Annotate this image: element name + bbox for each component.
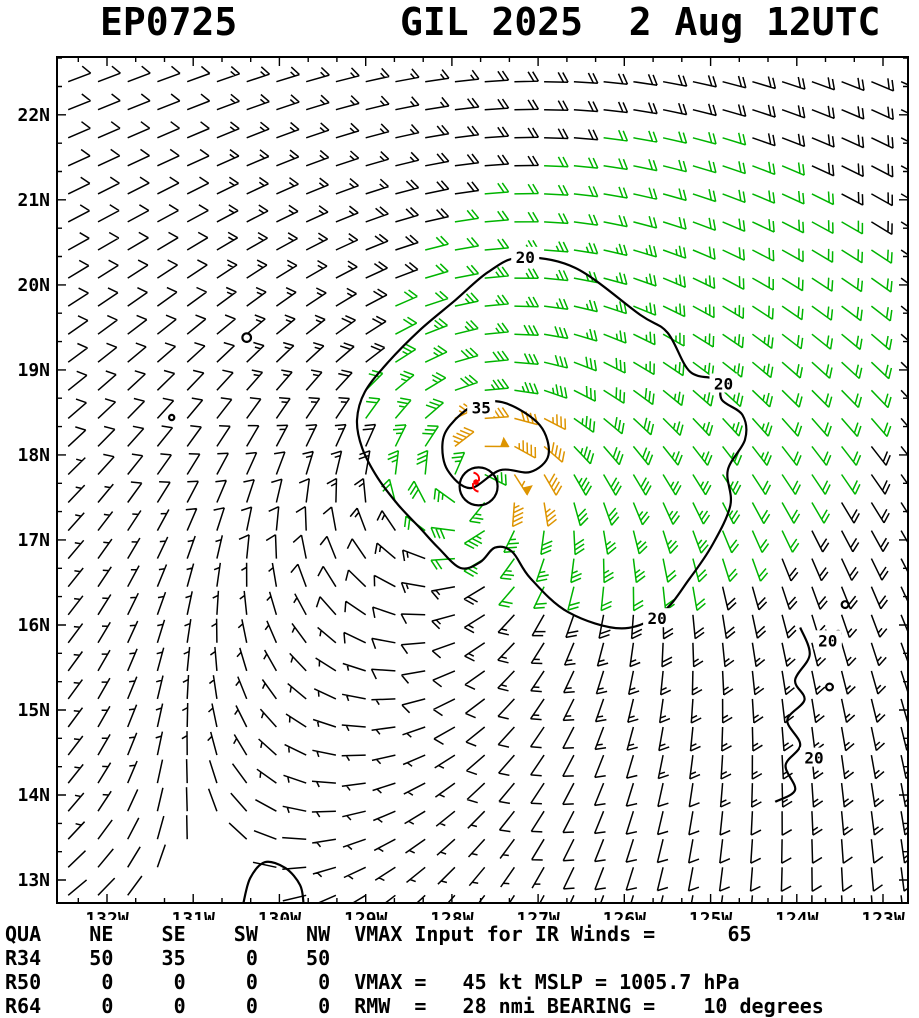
svg-text:13N: 13N [17,870,50,891]
svg-text:20: 20 [516,248,535,267]
storm-id-title: EP0725 [100,0,238,44]
wind-barb-map: 20 20 20 35 20 20 132W 131W 130W 129W 128W 127W 126W… [17,56,909,920]
title-row: EP0725 GIL 2025 2 Aug 12UTC [0,0,919,44]
svg-text:132W: 132W [85,909,129,920]
svg-text:18N: 18N [17,445,50,466]
svg-text:20: 20 [804,749,823,768]
svg-text:126W: 126W [603,909,647,920]
svg-text:15N: 15N [17,700,50,721]
stats-footer: QUA NE SE SW NW VMAX Input for IR Winds … [5,922,915,1018]
svg-text:20: 20 [647,609,666,628]
svg-text:19N: 19N [17,360,50,381]
svg-text:21N: 21N [17,190,50,211]
svg-text:17N: 17N [17,530,50,551]
svg-text:20N: 20N [17,275,50,296]
svg-text:22N: 22N [17,105,50,126]
stats-line-r64: R64 0 0 0 0 RMW = 28 nmi BEARING = 10 de… [5,994,824,1018]
svg-text:129W: 129W [344,909,388,920]
svg-text:16N: 16N [17,615,50,636]
svg-text:123W: 123W [861,909,905,920]
analysis-title: GIL 2025 2 Aug 12UTC [400,0,881,44]
svg-text:125W: 125W [689,909,733,920]
svg-text:35: 35 [472,398,491,417]
stats-line-r50: R50 0 0 0 0 VMAX = 45 kt MSLP = 1005.7 h… [5,970,740,994]
svg-text:128W: 128W [430,909,474,920]
svg-text:124W: 124W [775,909,819,920]
svg-text:20: 20 [714,375,733,394]
stats-line-quadrants: QUA NE SE SW NW VMAX Input for IR Winds … [5,922,752,946]
svg-text:14N: 14N [17,785,50,806]
svg-text:131W: 131W [172,909,216,920]
svg-text:20: 20 [818,631,837,650]
stats-line-r34: R34 50 35 0 50 [5,946,331,970]
svg-text:127W: 127W [516,909,560,920]
svg-text:130W: 130W [258,909,302,920]
